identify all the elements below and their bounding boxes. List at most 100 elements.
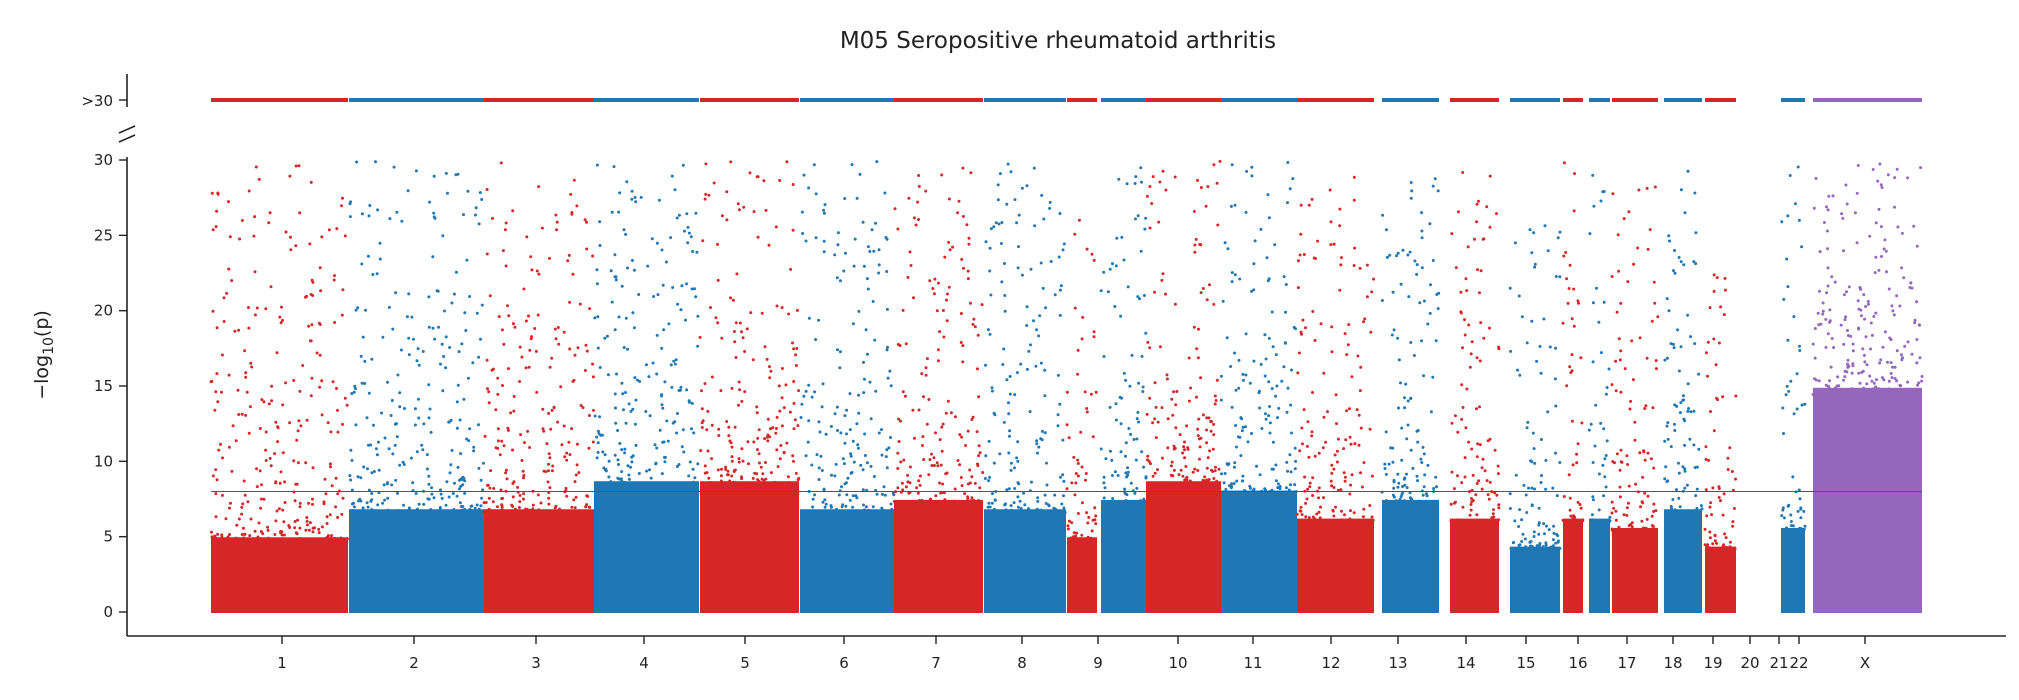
snp-point xyxy=(748,171,752,175)
snp-point xyxy=(308,521,312,525)
snp-point xyxy=(1340,509,1343,513)
snp-point xyxy=(1710,513,1714,517)
snp-point xyxy=(440,496,444,500)
snp-point xyxy=(1409,396,1413,400)
snp-point xyxy=(1218,159,1222,163)
snp-point xyxy=(836,231,840,235)
snp-point xyxy=(1532,535,1536,538)
snp-point xyxy=(1370,290,1374,294)
snp-point xyxy=(591,254,595,258)
snp-point xyxy=(1342,447,1346,451)
snp-point xyxy=(769,427,772,431)
snp-point xyxy=(560,443,564,447)
snp-point xyxy=(1175,390,1179,393)
snp-point xyxy=(1463,333,1467,337)
chrom-16-dense-band xyxy=(1510,546,1560,613)
snp-point xyxy=(669,363,673,367)
snp-point xyxy=(1016,495,1020,499)
snp-point xyxy=(1912,224,1916,228)
snp-point xyxy=(1828,379,1831,383)
snp-point xyxy=(940,425,944,429)
snp-point xyxy=(1652,502,1656,506)
snp-point xyxy=(247,189,251,193)
snp-point xyxy=(1646,451,1650,455)
snp-point xyxy=(217,448,221,452)
snp-point xyxy=(1166,417,1170,421)
snp-point xyxy=(425,467,429,471)
snp-point xyxy=(1146,458,1149,462)
snp-point xyxy=(655,446,659,450)
snp-point xyxy=(1672,342,1675,346)
snp-point xyxy=(931,501,935,505)
snp-point xyxy=(1918,323,1922,327)
snp-point xyxy=(1288,187,1292,191)
axis-break-mark-bottom xyxy=(118,134,136,143)
snp-point xyxy=(857,411,861,415)
snp-point xyxy=(1333,453,1337,457)
chrom-8-capped-points xyxy=(984,98,1066,102)
snp-point xyxy=(918,474,922,478)
snp-point xyxy=(970,475,974,479)
snp-point xyxy=(494,408,498,412)
snp-point xyxy=(500,439,504,443)
snp-point xyxy=(1285,410,1289,414)
snp-point xyxy=(605,334,609,338)
snp-point xyxy=(432,211,436,215)
snp-point xyxy=(1530,544,1534,548)
capped-tick-label: >30 xyxy=(81,92,113,110)
snp-point xyxy=(1811,342,1815,346)
snp-point xyxy=(782,483,786,487)
snp-point xyxy=(220,390,223,394)
snp-point xyxy=(957,502,961,505)
snp-point xyxy=(1656,315,1660,319)
snp-point xyxy=(341,422,344,426)
snp-point xyxy=(500,508,504,512)
snp-point xyxy=(912,501,916,505)
snp-point xyxy=(1857,371,1861,375)
snp-point xyxy=(1787,503,1791,507)
snp-point xyxy=(565,451,569,455)
snp-point xyxy=(1712,337,1716,341)
snp-point xyxy=(234,439,238,443)
snp-point xyxy=(427,474,431,478)
snp-point xyxy=(912,296,915,300)
snp-point xyxy=(1652,280,1656,284)
snp-point xyxy=(576,346,580,350)
snp-point xyxy=(1356,354,1360,358)
snp-point xyxy=(1874,221,1878,225)
capped-band xyxy=(1664,98,1702,102)
snp-point xyxy=(574,495,578,499)
snp-point xyxy=(1229,486,1233,490)
snp-point xyxy=(696,314,700,318)
snp-point xyxy=(1019,507,1023,510)
snp-point xyxy=(883,509,887,513)
snp-point xyxy=(502,342,506,346)
snp-point xyxy=(620,284,624,288)
snp-point xyxy=(1003,262,1006,265)
snp-point xyxy=(634,200,638,204)
snp-point xyxy=(1556,236,1560,240)
snp-point xyxy=(959,312,963,315)
snp-point xyxy=(1670,506,1674,510)
snp-point xyxy=(575,204,579,208)
snp-point xyxy=(1289,493,1293,496)
snp-point xyxy=(623,481,627,484)
snp-point xyxy=(727,434,731,438)
snp-point xyxy=(1220,472,1223,476)
snp-point xyxy=(1453,414,1457,418)
snp-point xyxy=(1456,474,1459,478)
snp-point xyxy=(293,526,297,530)
snp-point xyxy=(1154,436,1158,440)
snp-point xyxy=(1274,353,1278,357)
snp-point xyxy=(1211,447,1215,451)
snp-point xyxy=(328,462,332,466)
snp-point xyxy=(1669,445,1673,449)
snp-point xyxy=(1275,384,1279,388)
snp-point xyxy=(1450,232,1454,236)
snp-point xyxy=(240,505,244,509)
snp-point xyxy=(1090,252,1094,256)
snp-point xyxy=(601,450,605,454)
snp-point xyxy=(1495,212,1498,216)
snp-point xyxy=(536,313,540,317)
snp-point xyxy=(562,424,566,428)
